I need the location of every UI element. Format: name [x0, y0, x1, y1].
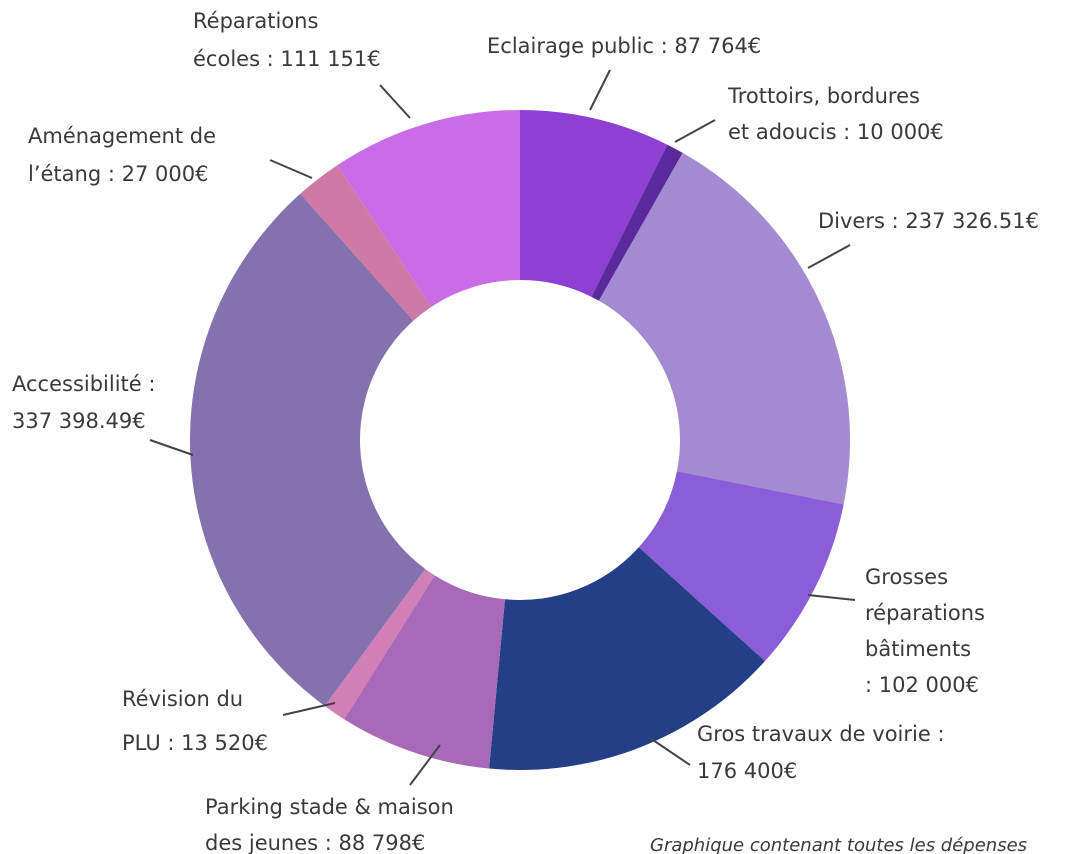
- segment-label: 176 400€: [697, 759, 797, 783]
- segment-label: Parking stade & maison: [205, 795, 454, 819]
- segment-label: réparations: [865, 601, 985, 625]
- footnote: Graphique contenant toutes les dépenses: [650, 835, 1027, 854]
- leader-line: [409, 744, 441, 786]
- donut-segment: [489, 547, 765, 770]
- leader-line: [807, 594, 856, 601]
- segment-label: l’étang : 27 000€: [28, 162, 208, 186]
- leader-line: [149, 439, 194, 456]
- segment-label: Réparations: [193, 9, 318, 33]
- segment-label: Trottoirs, bordures: [727, 84, 920, 108]
- segment-label: PLU : 13 520€: [122, 731, 268, 755]
- segment-label: bâtiments: [865, 637, 971, 661]
- segment-label: Aménagement de: [28, 124, 216, 148]
- segment-label: et adoucis : 10 000€: [728, 120, 944, 144]
- segment-label: Divers : 237 326.51€: [818, 209, 1039, 233]
- leader-line: [807, 244, 851, 269]
- leader-line: [674, 119, 716, 143]
- segment-label: des jeunes : 88 798€: [205, 831, 425, 854]
- donut-segment: [520, 110, 668, 297]
- leader-line: [589, 69, 611, 111]
- donut-segment: [598, 152, 850, 505]
- donut-segment: [300, 165, 432, 321]
- segment-label: Grosses: [865, 565, 948, 589]
- segment-label: écoles : 111 151€: [193, 47, 381, 71]
- leader-line: [649, 737, 691, 766]
- donut-segment: [190, 193, 426, 706]
- donut-segment: [638, 471, 844, 662]
- donut-segment: [344, 575, 505, 769]
- leader-line: [269, 159, 313, 179]
- segment-label: Accessibilité :: [12, 372, 155, 396]
- leader-line: [379, 84, 411, 119]
- donut-segment: [324, 568, 435, 720]
- segment-label: : 102 000€: [865, 673, 979, 697]
- segment-label: 337 398.49€: [12, 409, 146, 433]
- segment-label: Révision du: [122, 687, 243, 711]
- leader-line: [282, 702, 336, 716]
- segment-label: Gros travaux de voirie :: [697, 722, 945, 746]
- donut-segment: [337, 110, 520, 307]
- donut-segment: [591, 144, 683, 301]
- segment-label: Eclairage public : 87 764€: [487, 34, 761, 58]
